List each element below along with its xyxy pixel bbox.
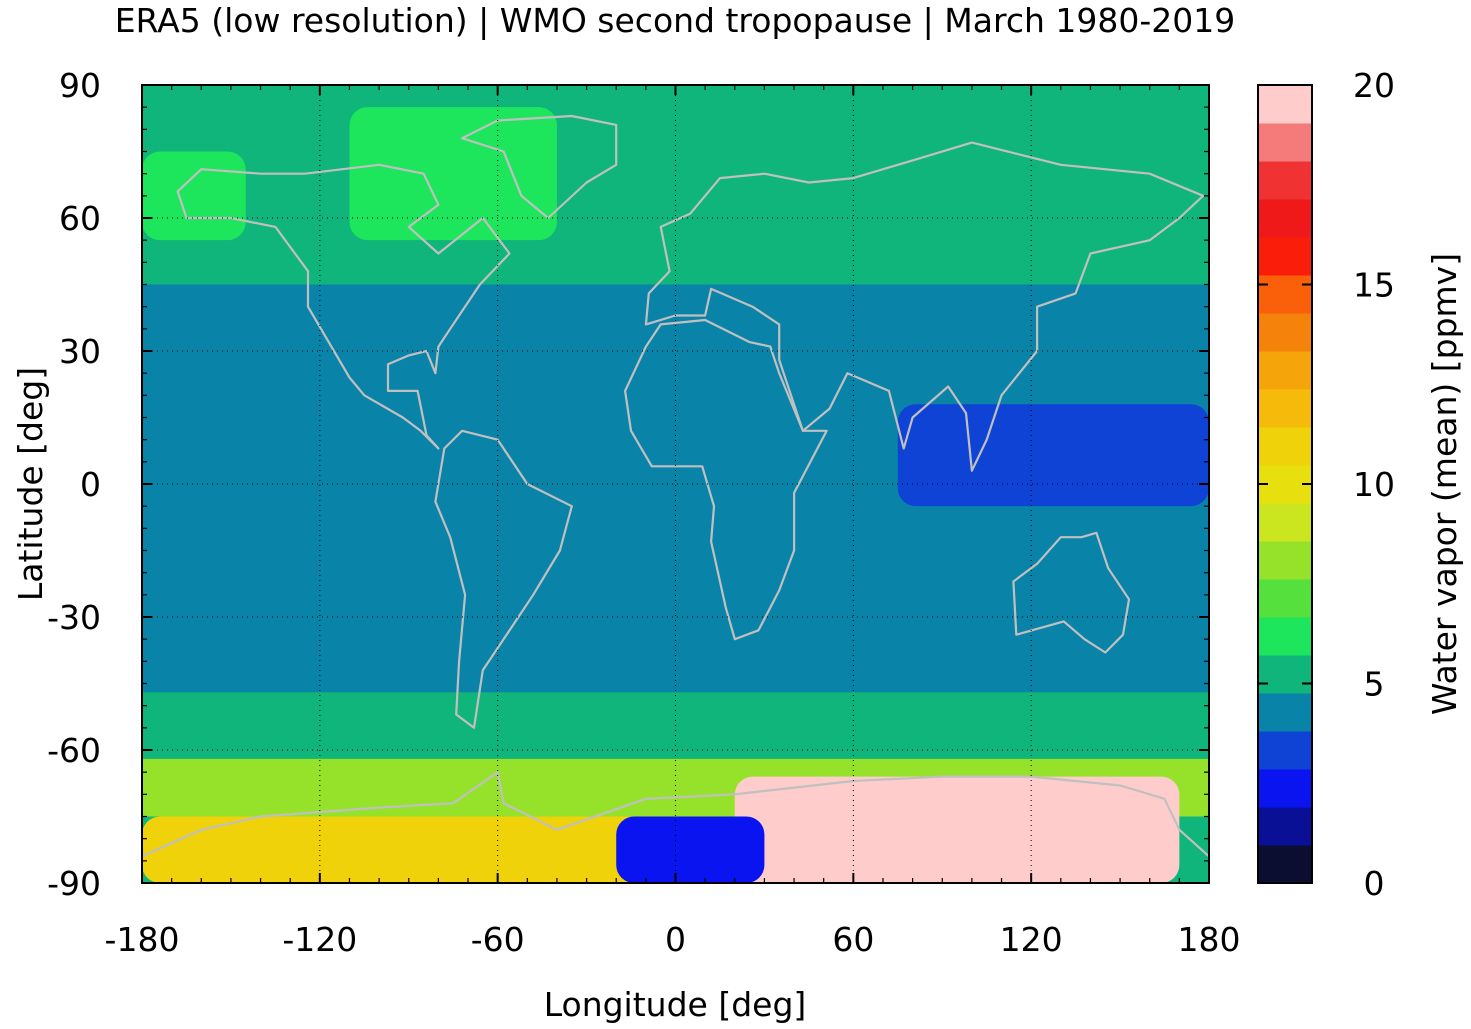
colorbar-segment (1258, 617, 1312, 656)
colorbar-segment (1258, 199, 1312, 238)
y-tick-label: 0 (80, 465, 101, 504)
coastline-eurasia (644, 141, 1205, 472)
colorbar-tick-label: 15 (1353, 266, 1395, 305)
y-tick-label: -60 (47, 731, 101, 770)
colorbar: 0 5 10 15 20 (1257, 66, 1395, 903)
colorbar-segment (1258, 503, 1312, 542)
coastline-africa (624, 318, 828, 641)
colorbar-segment (1258, 237, 1312, 276)
colorbar-segment (1258, 579, 1312, 618)
x-tick-label: -60 (471, 920, 525, 959)
heatmap-region-9 (616, 816, 765, 883)
y-tick-label: 60 (59, 199, 101, 238)
colorbar-segment (1258, 161, 1312, 200)
x-tick-label: 0 (665, 920, 686, 959)
heatmap-region-7 (142, 816, 646, 883)
x-tick-label: 120 (1000, 920, 1063, 959)
coastlines (141, 114, 1210, 858)
colorbar-tick-label: 20 (1353, 66, 1395, 105)
x-tick-label: 60 (832, 920, 874, 959)
x-tick-label: -120 (282, 920, 357, 959)
y-tick-label: -30 (47, 598, 101, 637)
colorbar-segment (1258, 693, 1312, 732)
colorbar-segment (1258, 807, 1312, 846)
colorbar-segment (1258, 123, 1312, 162)
colorbar-segment (1258, 541, 1312, 580)
coastline-greenland (461, 114, 618, 220)
x-axis: -180 -120 -60 0 60 120 180 (105, 85, 1241, 959)
colorbar-segment (1258, 351, 1312, 390)
colorbar-tick-label: 5 (1364, 665, 1385, 704)
coastline-antarctica (141, 771, 1210, 858)
colorbar-segment (1258, 427, 1312, 466)
gridlines (142, 85, 1209, 883)
colorbar-label: Water vapor (mean) [ppmv] (1425, 253, 1464, 715)
heatmap-field (142, 85, 1209, 883)
y-axis: 90 60 30 0 -30 -60 -90 (47, 66, 1209, 903)
coastline-south-america (434, 429, 573, 729)
x-axis-label: Longitude [deg] (544, 985, 807, 1024)
colorbar-segment (1258, 313, 1312, 352)
colorbar-segment (1258, 85, 1312, 124)
colorbar-segment (1258, 769, 1312, 808)
heatmap-region-1 (897, 404, 1209, 507)
colorbar-segment (1258, 389, 1312, 428)
coastline-australia (1012, 531, 1131, 654)
heatmap-region-8 (734, 776, 1180, 883)
colorbar-segment (1258, 275, 1312, 314)
x-tick-label: -180 (105, 920, 180, 959)
x-tick-label: 180 (1178, 920, 1241, 959)
y-axis-label: Latitude [deg] (11, 367, 50, 601)
heatmap-region-4 (142, 151, 246, 241)
colorbar-segment (1258, 845, 1312, 884)
y-tick-label: -90 (47, 864, 101, 903)
heatmap-region-3 (349, 107, 557, 241)
heatmap-region-2 (142, 85, 1209, 285)
colorbar-segment (1258, 731, 1312, 770)
coastline-north-america (176, 163, 511, 450)
chart-title: ERA5 (low resolution) | WMO second tropo… (115, 1, 1236, 40)
colorbar-tick-label: 10 (1353, 465, 1395, 504)
colorbar-segment (1258, 655, 1312, 694)
y-tick-label: 30 (59, 332, 101, 371)
colorbar-tick-label: 0 (1364, 864, 1385, 903)
y-tick-label: 90 (59, 66, 101, 105)
